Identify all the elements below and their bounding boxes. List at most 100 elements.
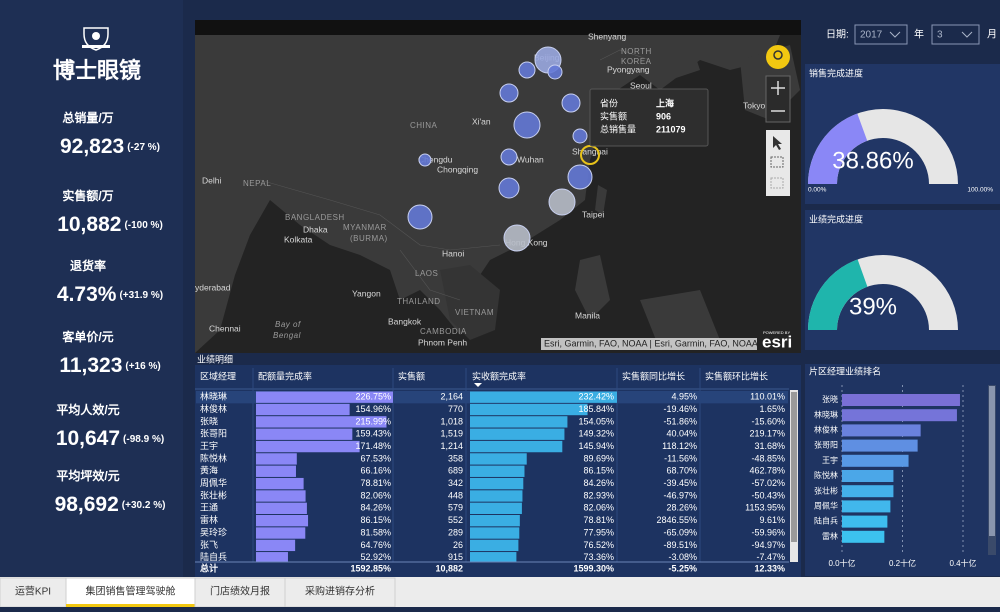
y-tick-label: 陆自兵 xyxy=(814,516,838,526)
kpi-value: 10,647 xyxy=(56,427,120,450)
data-bar xyxy=(256,440,360,453)
svg-text:Yangon: Yangon xyxy=(352,288,381,298)
tooltip-label: 实售额 xyxy=(600,110,627,121)
y-tick-label: 周佩华 xyxy=(814,501,838,511)
table-cell: -11.56% xyxy=(664,453,697,463)
bar xyxy=(842,409,957,422)
svg-text:NORTH: NORTH xyxy=(621,47,652,56)
svg-text:Bay of: Bay of xyxy=(275,320,301,329)
table-cell: -57.02% xyxy=(751,478,785,488)
y-tick-label: 张壮彬 xyxy=(814,485,838,495)
month-value: 3 xyxy=(937,30,943,41)
svg-text:Dhaka: Dhaka xyxy=(303,224,328,234)
bar xyxy=(842,530,885,543)
bar xyxy=(842,454,909,467)
tab[interactable] xyxy=(0,577,67,608)
ranking-title: 片区经理业绩排名 xyxy=(809,365,881,376)
data-bar xyxy=(470,477,524,490)
data-bar xyxy=(256,428,353,440)
data-bar xyxy=(470,539,519,552)
svg-text:Tokyo: Tokyo xyxy=(743,100,765,110)
table-header: 配额量完成率 xyxy=(258,370,312,381)
kpi-value: 11,323 xyxy=(59,354,122,377)
y-tick-label: 张晓 xyxy=(822,394,838,404)
data-bar xyxy=(256,453,297,465)
year-select[interactable] xyxy=(854,24,908,45)
table-cell: -39.45% xyxy=(663,478,697,488)
table-cell: 77.95% xyxy=(583,527,614,537)
table-cell: 1,519 xyxy=(440,429,463,439)
table-cell: 28.26% xyxy=(666,503,697,513)
kpi-change: (-100 %) xyxy=(124,220,162,231)
table-cell: -59.96% xyxy=(751,527,785,537)
data-bar xyxy=(256,403,350,416)
data-bar xyxy=(256,416,387,428)
y-tick-label: 陈悦林 xyxy=(814,470,838,480)
table-cell: 579 xyxy=(448,503,463,513)
svg-text:Hanoi: Hanoi xyxy=(442,248,464,258)
tab-label[interactable]: 采购进销存分析 xyxy=(305,585,375,598)
esri-logo: esri xyxy=(762,332,792,351)
kpi-label: 退货率 xyxy=(70,258,106,273)
table-cell: 552 xyxy=(448,515,463,525)
kpi-label: 客单价/元 xyxy=(61,329,113,344)
table-cell: -48.85% xyxy=(751,453,785,463)
table-cell: 232.42% xyxy=(578,392,614,402)
logo xyxy=(82,27,110,51)
table-cell: 342 xyxy=(448,478,463,488)
table-cell: 张晓 xyxy=(200,415,218,426)
tab-label[interactable]: 运营KPI xyxy=(15,585,51,598)
table-cell: 1.65% xyxy=(759,404,785,414)
svg-text:Chengdu: Chengdu xyxy=(418,154,453,164)
kpi-change: (+30.2 %) xyxy=(122,500,166,511)
table-cell: 31.68% xyxy=(754,441,785,451)
data-bar xyxy=(256,515,309,527)
gauge-range-label: 100.00% xyxy=(967,187,993,194)
data-bar xyxy=(470,502,522,514)
data-bar xyxy=(470,428,565,440)
tab-label[interactable]: 集团销售管理驾驶舱 xyxy=(86,585,176,598)
svg-text:THAILAND: THAILAND xyxy=(397,297,441,306)
locate-button[interactable] xyxy=(766,45,790,69)
table-scroll-thumb[interactable] xyxy=(791,392,797,542)
tooltip-label: 省份 xyxy=(600,97,618,108)
selection-tools[interactable] xyxy=(766,130,790,196)
kpi-panel xyxy=(0,0,183,577)
table-cell: 82.06% xyxy=(360,490,391,500)
table-total: 12.33% xyxy=(754,563,785,573)
active-tab-indicator xyxy=(66,604,195,607)
table-cell: 吴玲珍 xyxy=(200,526,227,537)
tab[interactable] xyxy=(284,577,396,608)
table-cell: 226.75% xyxy=(355,392,391,402)
table-cell: 915 xyxy=(448,552,463,562)
svg-text:Bangkok: Bangkok xyxy=(388,316,422,326)
svg-text:Xi'an: Xi'an xyxy=(472,116,491,126)
bar xyxy=(842,424,921,437)
y-tick-label: 王宇 xyxy=(822,455,838,465)
svg-text:Wuhan: Wuhan xyxy=(517,154,544,164)
svg-text:Bengal: Bengal xyxy=(273,331,301,340)
tabs: 运营KPI 集团销售管理驾驶舱 门店绩效月报 采购进销存分析 xyxy=(0,577,396,608)
table-cell: 2846.55% xyxy=(656,515,697,525)
table-cell: 林俊林 xyxy=(200,403,227,414)
svg-text:CHINA: CHINA xyxy=(410,121,438,130)
data-bar xyxy=(470,515,520,527)
year-value: 2017 xyxy=(860,30,883,41)
data-bar xyxy=(256,477,304,490)
table-cell: 周佩华 xyxy=(200,477,227,488)
table-cell: 1153.95% xyxy=(745,503,785,513)
gauge-value-label: 38.86% xyxy=(832,147,913,174)
data-bar xyxy=(470,490,523,502)
kpi-line: 4.73% (+31.9 %) xyxy=(57,283,163,306)
svg-text:Seoul: Seoul xyxy=(630,80,652,90)
kpi-change: (-98.9 %) xyxy=(123,434,164,445)
kpi-change: (+16 %) xyxy=(125,361,160,372)
table-cell: 84.26% xyxy=(360,503,391,513)
svg-text:MYANMAR: MYANMAR xyxy=(343,223,387,232)
tab-label[interactable]: 门店绩效月报 xyxy=(210,585,270,598)
svg-text:NEPAL: NEPAL xyxy=(243,179,271,188)
month-select[interactable] xyxy=(931,24,980,45)
table-cell: -15.60% xyxy=(751,416,785,426)
